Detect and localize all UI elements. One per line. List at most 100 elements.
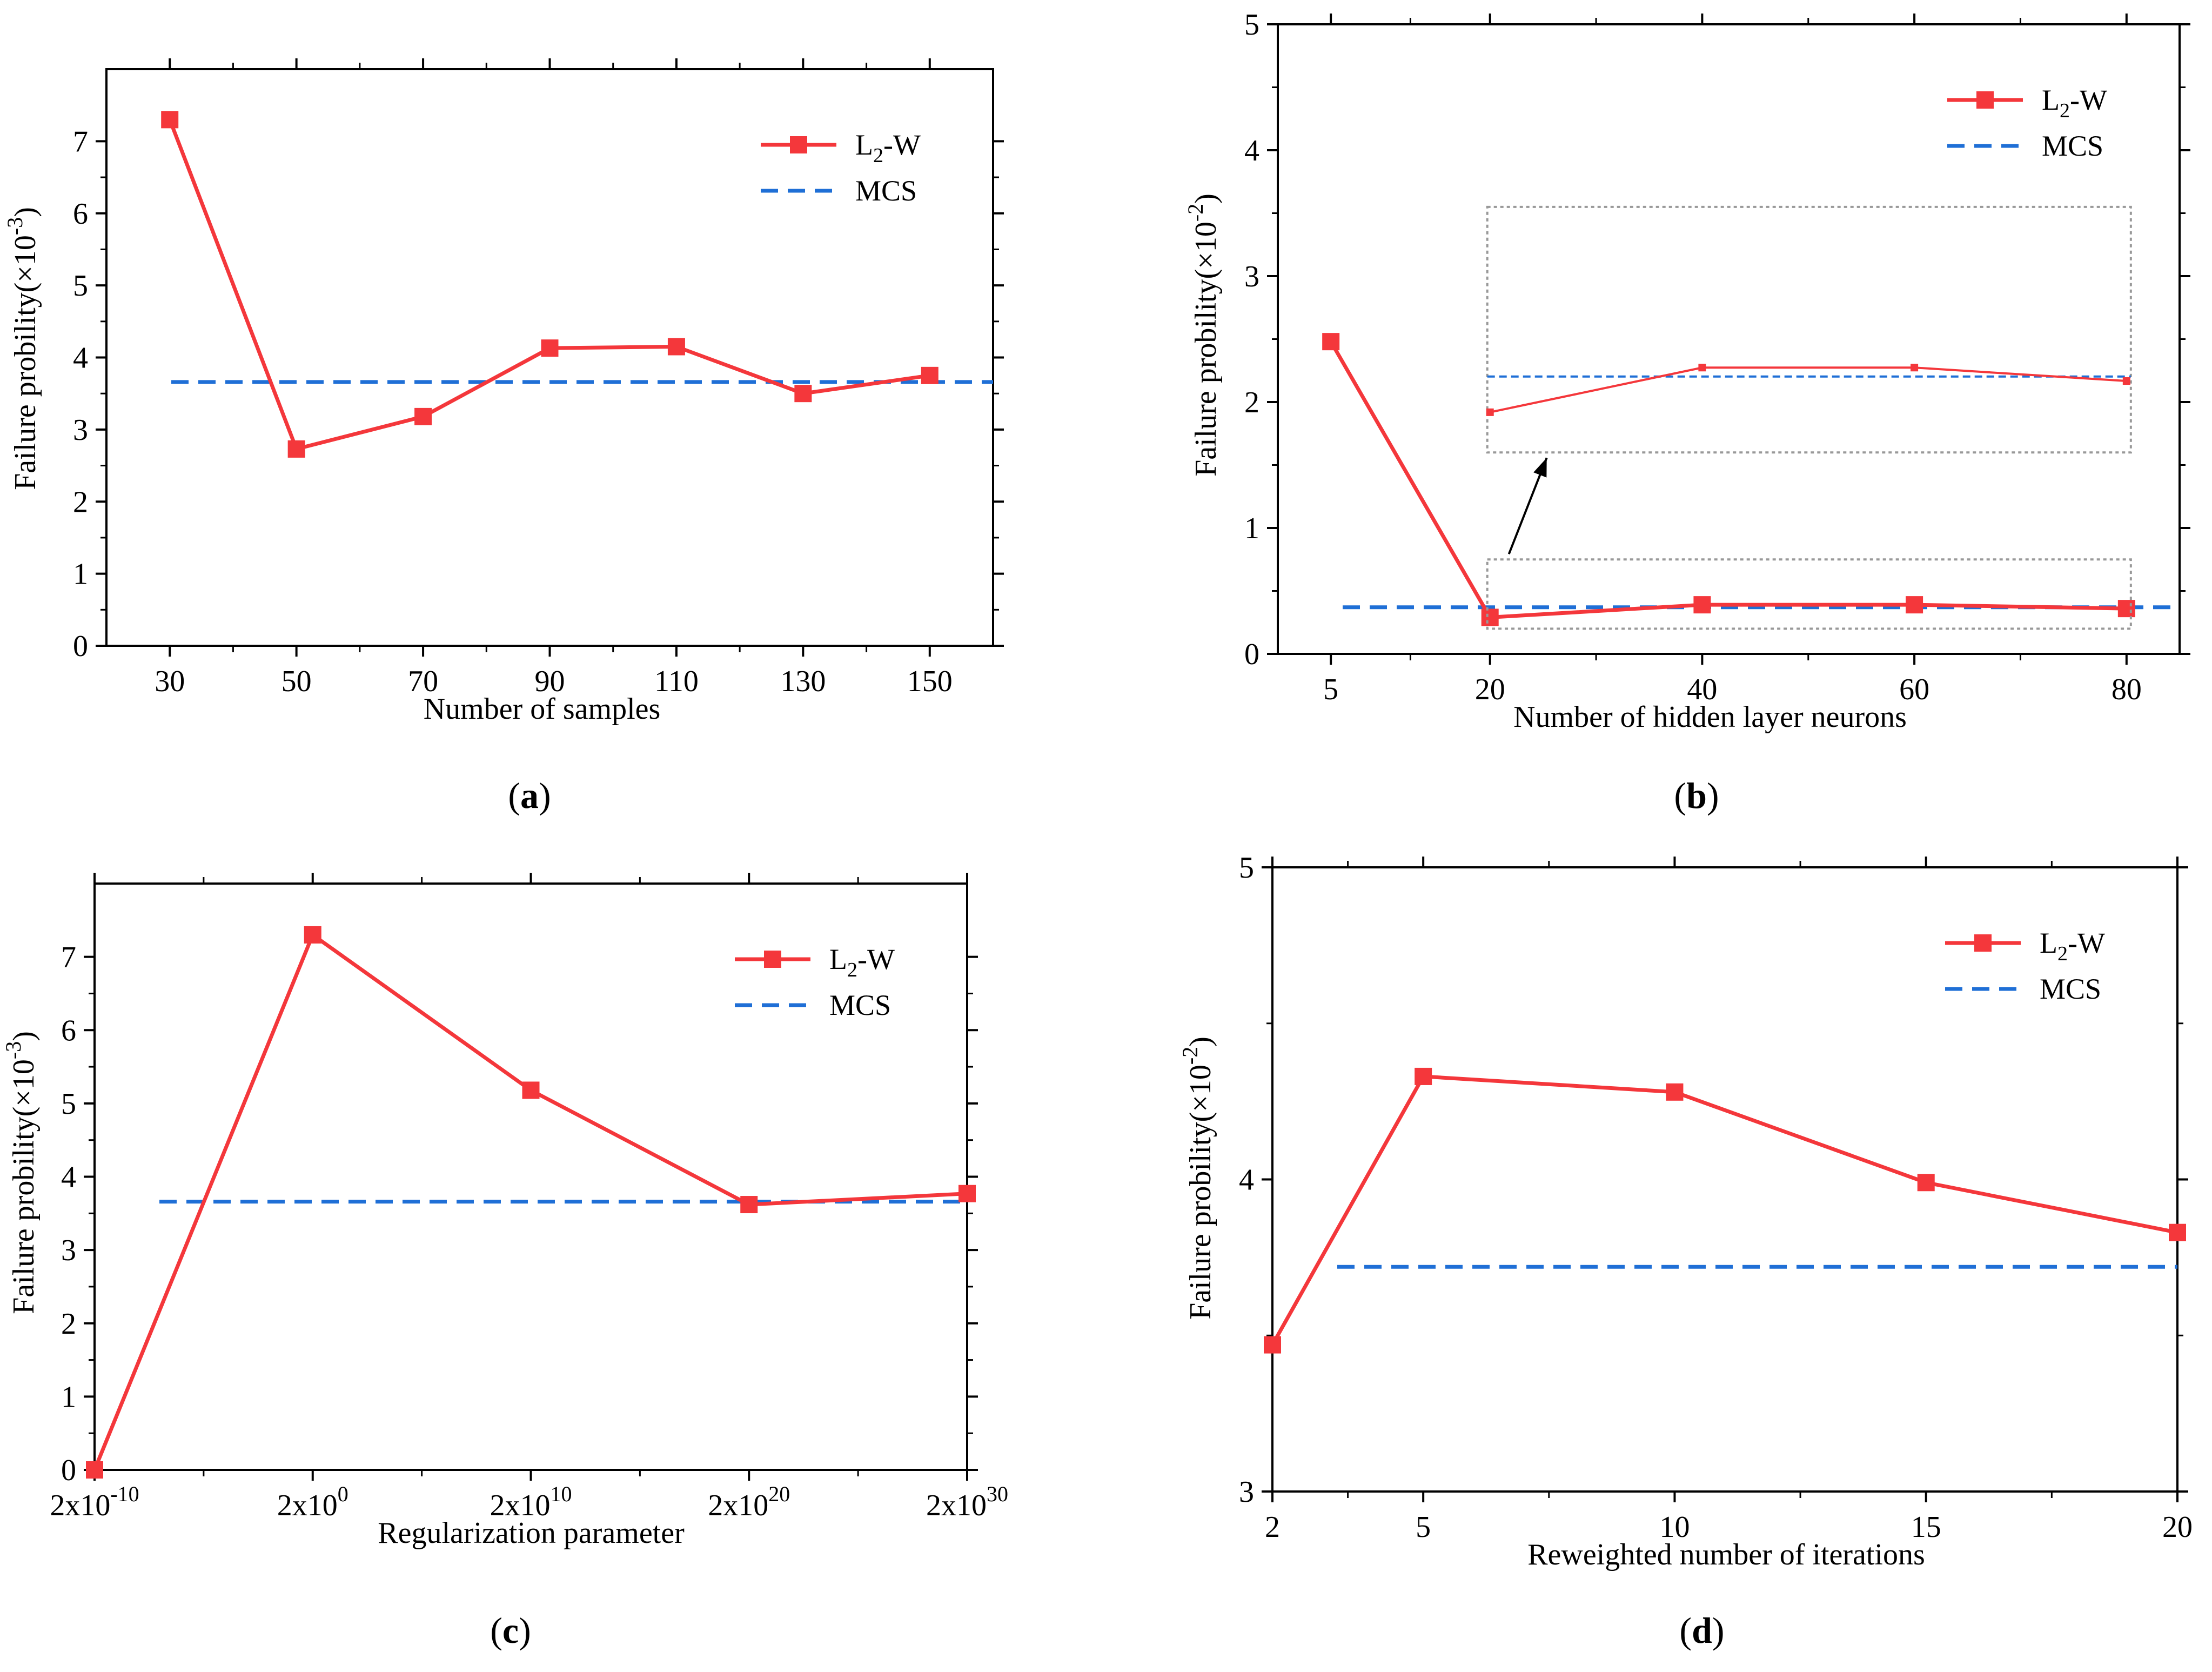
l2w-point	[522, 1081, 540, 1099]
panel-caption: (d)	[1679, 1610, 1724, 1651]
l2w-series-line	[1329, 340, 2127, 620]
y-tick-label: 1	[1244, 512, 1259, 545]
legend-l2w-label: L2-W	[2040, 927, 2105, 965]
y-tick-label: 5	[73, 269, 88, 303]
x-axis-label: Reweighted number of iterations	[1527, 1538, 1925, 1571]
y-axis-label: Failure probility(×10-3)	[1, 1031, 41, 1314]
y-tick-label: 7	[61, 941, 76, 974]
x-tick-label: 150	[907, 665, 953, 698]
l2w-point	[794, 385, 812, 403]
x-tick-label: 2x1020	[708, 1482, 790, 1522]
legend-l2w-marker	[1976, 91, 1994, 109]
legend-l2w-marker	[790, 136, 807, 153]
caption-close: )	[1707, 775, 1719, 816]
l2w-point	[667, 338, 685, 356]
caption-open: (	[490, 1610, 502, 1651]
l2w-point	[1693, 596, 1711, 614]
caption-letter: c	[502, 1610, 519, 1651]
caption-letter: b	[1686, 775, 1707, 816]
panel-caption: (c)	[490, 1610, 531, 1651]
x-tick-exp: 10	[551, 1482, 572, 1506]
x-tick-label: 2x10-10	[50, 1482, 139, 1522]
x-tick-exp: -10	[110, 1482, 139, 1506]
zoom-l2w-point	[2122, 377, 2130, 385]
y-tick-label: 4	[1239, 1163, 1254, 1197]
caption-open: (	[1679, 1610, 1692, 1651]
caption-close: )	[1712, 1610, 1725, 1651]
y-label-exp: -2	[1183, 204, 1208, 222]
x-tick-exp: 20	[768, 1482, 790, 1506]
y-tick-label: 2	[1244, 386, 1259, 419]
x-tick-label: 2x100	[277, 1482, 348, 1522]
x-tick-base: 2x10	[490, 1489, 551, 1522]
l2w-point	[1322, 333, 1340, 351]
legend-mcs-label: MCS	[2042, 130, 2103, 162]
x-tick-base: 2x10	[708, 1489, 768, 1522]
x-tick-label: 70	[408, 665, 438, 698]
l2w-point	[287, 440, 305, 458]
y-label-close: )	[1184, 1036, 1217, 1047]
legend-l2w-tail: -W	[2070, 84, 2107, 116]
y-tick-label: 5	[1244, 8, 1259, 42]
zoom-source-box	[1486, 558, 2132, 630]
y-tick-label: 5	[1239, 851, 1254, 885]
legend-l2w-tail: -W	[883, 129, 921, 161]
l2w-point	[921, 366, 939, 384]
legend-mcs-label: MCS	[2040, 973, 2101, 1005]
legend-mcs-label: MCS	[855, 175, 917, 207]
y-tick-label: 0	[1244, 638, 1259, 671]
y-axis-label: Failure probility(×10-3)	[3, 207, 42, 490]
legend-l2w-main: L	[829, 943, 847, 975]
y-label-base: Failure probility(×10	[7, 1059, 41, 1314]
y-tick-label: 6	[61, 1014, 76, 1047]
y-label-exp: -3	[3, 217, 27, 235]
zoom-l2w-line	[1490, 366, 2127, 413]
x-tick-label: 80	[2112, 673, 2142, 706]
x-tick-label: 2x1030	[926, 1482, 1008, 1522]
legend-l2w-label: L2-W	[855, 129, 921, 167]
legend-l2w-sub: 2	[2060, 99, 2070, 122]
x-tick-label: 20	[1475, 673, 1505, 706]
legend-l2w-marker	[1974, 934, 1992, 952]
caption-close: )	[539, 775, 551, 816]
zoom-l2w-point	[1486, 408, 1494, 416]
y-label-close: )	[1189, 193, 1223, 204]
legend-l2w-main: L	[2040, 927, 2057, 959]
l2w-series-line	[1270, 1074, 2178, 1346]
x-tick-label: 40	[1687, 673, 1717, 706]
y-tick-label: 2	[73, 485, 88, 519]
y-tick-label: 4	[73, 342, 88, 375]
legend-l2w-main: L	[2042, 84, 2060, 116]
x-tick-label: 50	[281, 665, 312, 698]
y-label-base: Failure probility(×10	[1189, 222, 1223, 477]
caption-close: )	[519, 1610, 531, 1651]
legend-mcs-label: MCS	[829, 989, 891, 1021]
x-tick-label: 10	[1659, 1510, 1690, 1544]
legend-l2w-label: L2-W	[829, 943, 895, 981]
y-label-base: Failure probility(×10	[9, 235, 42, 490]
l2w-series-line	[167, 119, 930, 452]
caption-letter: a	[520, 775, 539, 816]
zoom-l2w-point	[1911, 364, 1919, 372]
l2w-point	[161, 111, 179, 129]
y-label-exp: -3	[1, 1041, 25, 1059]
x-tick-label: 130	[780, 665, 826, 698]
zoom-arrow-head	[1533, 458, 1547, 478]
zoom-l2w-point	[1698, 364, 1706, 372]
x-axis-label: Number of samples	[424, 692, 661, 726]
y-tick-label: 1	[73, 558, 88, 591]
x-tick-base: 2x10	[926, 1489, 987, 1522]
x-tick-label: 90	[535, 665, 565, 698]
l2w-point	[414, 407, 432, 425]
x-tick-label: 5	[1323, 673, 1338, 706]
y-tick-label: 3	[1239, 1475, 1254, 1509]
caption-letter: d	[1692, 1610, 1712, 1651]
x-tick-label: 30	[155, 665, 185, 698]
l2w-point	[1666, 1083, 1684, 1101]
l2w-point	[541, 339, 559, 357]
y-tick-label: 4	[1244, 134, 1259, 168]
x-tick-label: 15	[1911, 1510, 1941, 1544]
legend-l2w-main: L	[855, 129, 873, 161]
